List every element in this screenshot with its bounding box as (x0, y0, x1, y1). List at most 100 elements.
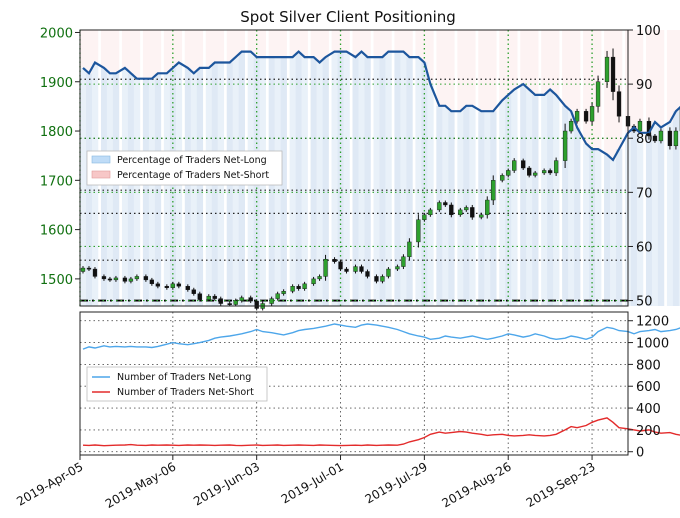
net-long-area-bar (636, 132, 644, 306)
net-short-area-bar (547, 30, 554, 90)
x-tick-label: 2019-Jul-01 (279, 459, 346, 506)
net-short-pct-swatch (91, 170, 111, 179)
net-short-area-bar (247, 30, 254, 52)
candle-body (191, 289, 196, 294)
candle-body (443, 202, 448, 206)
net-long-area-bar (106, 73, 114, 306)
net-long-area-bar (583, 143, 590, 306)
candle-body (134, 276, 140, 280)
candle-body (652, 135, 658, 142)
net-long-area-bar (196, 67, 204, 306)
net-short-area-bar (541, 30, 548, 95)
net-long-area-bar (553, 94, 560, 306)
net-short-area-bar (85, 30, 93, 74)
candle-body (374, 276, 379, 282)
net-long-area-bar (385, 51, 392, 306)
price-legend: Percentage of Traders Net-Long Percentag… (86, 150, 283, 186)
candle-body (233, 300, 238, 305)
left-tick-label: 1500 (40, 273, 73, 288)
net-short-area-bar (394, 30, 401, 52)
net-short-area-bar (91, 30, 99, 63)
candle-body (521, 160, 526, 169)
net-short-area-bar (142, 30, 150, 79)
candle-body (553, 160, 559, 174)
net-short-area-bar (268, 30, 275, 58)
candle-body (485, 199, 490, 216)
net-long-area-bar (310, 57, 317, 306)
net-long-area-bar (532, 94, 539, 306)
legend-net-short-count: Number of Traders Net-Short (117, 387, 254, 398)
candle-body (311, 278, 316, 285)
traders-tick-label: 1000 (636, 337, 669, 352)
net-long-area-bar (651, 122, 659, 306)
candle-body (128, 278, 134, 282)
net-long-area-bar (352, 57, 359, 306)
candle-body (212, 295, 217, 299)
candle-body (248, 297, 253, 302)
candle-body (386, 268, 391, 277)
candle-body (637, 120, 643, 132)
candle-body (533, 172, 538, 176)
net-long-area-bar (595, 149, 602, 306)
net-long-count-line (82, 323, 680, 350)
candle-body (422, 214, 427, 220)
net-long-area-bar (373, 57, 380, 306)
net-short-area-bar (436, 30, 443, 106)
net-long-area-bar (100, 67, 108, 306)
net-long-area-bar (574, 127, 581, 306)
net-long-area-bar (121, 67, 129, 306)
net-short-area-bar (666, 30, 674, 122)
candle-body (547, 170, 553, 174)
legend-net-short-pct: Percentage of Traders Net-Short (117, 170, 269, 181)
candle-body (332, 258, 337, 262)
net-short-area-bar (457, 30, 464, 112)
candle-body (185, 286, 190, 290)
price-legend-box (86, 150, 283, 186)
right-tick-label: 70 (636, 186, 653, 201)
candle-body (512, 160, 517, 171)
candle-body (149, 279, 155, 285)
net-short-area-bar (184, 30, 192, 68)
net-short-area-bar (415, 30, 422, 58)
net-long-area-bar (427, 84, 434, 306)
traders-tick-label: 0 (636, 446, 644, 461)
candle-body (164, 286, 169, 288)
candle-body (302, 283, 307, 289)
net-long-area-bar (526, 89, 533, 306)
traders-tick-label: 400 (636, 402, 661, 417)
candle-body (428, 209, 433, 216)
net-long-area-bar (541, 94, 548, 306)
net-short-area-bar (175, 30, 183, 63)
net-long-area-bar (547, 89, 554, 306)
traders-legend: Number of Traders Net-Long Number of Tra… (86, 366, 268, 402)
candle-body (562, 130, 568, 161)
net-long-pct-swatch (91, 155, 111, 164)
candle-body (449, 204, 454, 216)
net-short-area-bar (427, 30, 434, 85)
net-short-area-bar (259, 30, 266, 58)
candle-body (239, 297, 244, 301)
net-short-area-bar (343, 30, 350, 52)
net-short-area-bar (80, 30, 87, 68)
net-long-area-bar (415, 57, 422, 306)
candle-body (290, 286, 295, 292)
net-short-area-bar (274, 30, 281, 58)
net-short-area-bar (205, 30, 213, 68)
net-short-area-bar (651, 30, 659, 122)
net-short-area-bar (331, 30, 338, 52)
candle-body (122, 277, 128, 282)
right-tick-label: 100 (636, 24, 661, 39)
x-tick-label: 2019-Apr-05 (14, 459, 85, 508)
net-short-area-bar (406, 30, 413, 58)
net-long-area-bar (127, 73, 135, 306)
candle-body (395, 266, 400, 270)
net-long-area-bar (511, 89, 518, 306)
candle-body (227, 303, 232, 305)
traders-legend-box (86, 366, 268, 402)
legend-net-long-count: Number of Traders Net-Long (117, 372, 251, 383)
traders-tick-label: 200 (636, 424, 661, 439)
net-long-area-bar (379, 57, 386, 306)
net-short-area-bar (448, 30, 455, 112)
candle-body (338, 261, 343, 270)
net-short-area-bar (373, 30, 380, 58)
